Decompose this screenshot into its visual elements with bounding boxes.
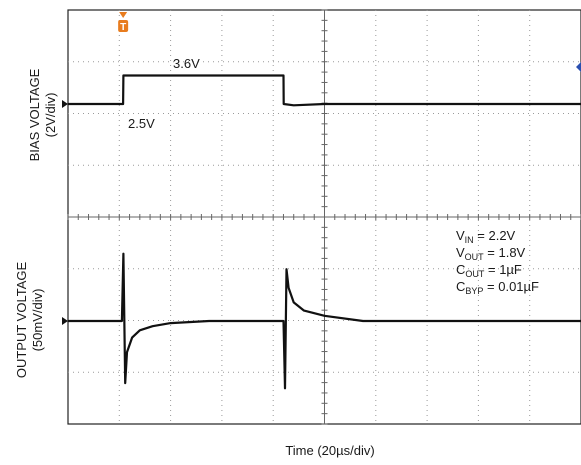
bias-reference-marker bbox=[62, 100, 68, 108]
bias-low-label: 2.5V bbox=[128, 116, 155, 131]
bias-voltage-trace bbox=[68, 74, 581, 107]
output-voltage-trace bbox=[68, 252, 581, 390]
condition-line: COUT = 1µF bbox=[456, 262, 522, 279]
x-axis-label: Time (20µs/div) bbox=[285, 443, 374, 458]
output-ylabel: OUTPUT VOLTAGE bbox=[14, 262, 29, 379]
trigger-label: T bbox=[120, 22, 126, 33]
trigger-level-marker bbox=[576, 62, 581, 72]
markers: T bbox=[62, 12, 581, 325]
condition-line: CBYP = 0.01µF bbox=[456, 279, 539, 296]
condition-line: VIN = 2.2V bbox=[456, 228, 516, 245]
grid bbox=[67, 9, 581, 425]
condition-line: VOUT = 1.8V bbox=[456, 245, 526, 262]
bias-ylabel: BIAS VOLTAGE bbox=[27, 68, 42, 161]
traces bbox=[68, 74, 581, 390]
trigger-arrow-icon bbox=[119, 12, 128, 18]
bias-high-label: 3.6V bbox=[173, 56, 200, 71]
trigger-marker bbox=[118, 20, 129, 32]
output-yunit: (50mV/div) bbox=[30, 289, 45, 352]
bias-yunit: (2V/div) bbox=[43, 93, 58, 138]
output-reference-marker bbox=[62, 317, 68, 325]
